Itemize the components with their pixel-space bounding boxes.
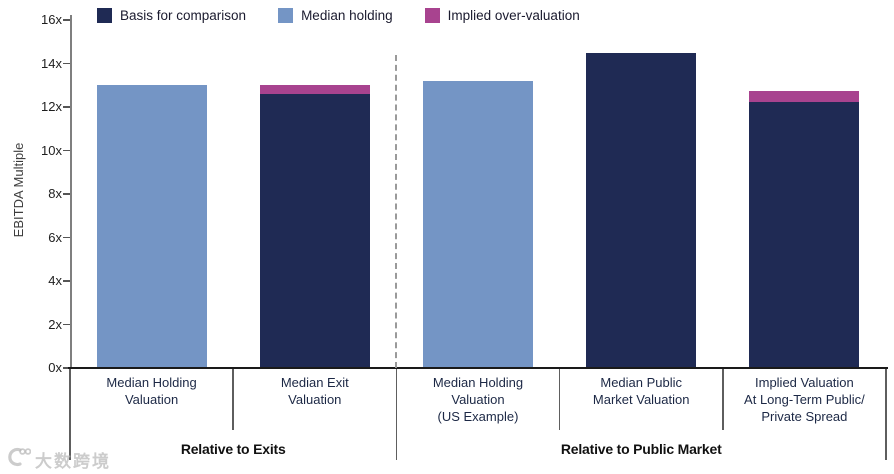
legend-label: Basis for comparison — [120, 8, 247, 23]
group-label-1: Relative to Public Market — [560, 441, 722, 457]
group-boundary-line — [885, 369, 887, 460]
group-label-0: Relative to Exits — [180, 441, 286, 457]
category-label-1: Median Exit Valuation — [233, 374, 396, 428]
group-boundary-line — [395, 369, 398, 460]
y-tick-label: 4x — [48, 273, 62, 288]
y-tick-label: 8x — [48, 186, 62, 201]
legend-swatch-icon — [424, 8, 440, 23]
bar-4-segment-implied-over-valuation — [749, 90, 860, 102]
category-label-3: Median Public Market Valuation — [560, 374, 723, 428]
legend-label: Median holding — [301, 8, 393, 23]
y-tick-label: 0x — [48, 360, 62, 375]
y-tick-label: 14x — [41, 55, 62, 71]
category-label-line: Valuation — [124, 392, 179, 408]
y-axis-title: EBITDA Multiple — [11, 142, 26, 238]
bar-1-segment-basis-for-comparison — [259, 93, 370, 368]
y-tick-mark — [63, 149, 70, 151]
y-tick-label: 16x — [41, 12, 62, 27]
y-tick-mark — [63, 367, 70, 369]
y-tick-label: 6x — [48, 229, 62, 245]
y-tick-mark — [63, 106, 70, 108]
group-divider-dashed-line — [395, 55, 398, 368]
y-tick-mark — [63, 323, 70, 325]
bar-0-segment-median-holding — [96, 85, 207, 368]
category-label-line: Median Public — [600, 375, 683, 390]
y-tick-mark — [63, 19, 70, 21]
legend-item-0: Basis for comparison — [97, 8, 246, 23]
y-tick-label: 12x — [41, 99, 62, 114]
category-label-line: Median Holding — [432, 375, 524, 390]
y-tick-mark — [63, 236, 70, 238]
category-separator-line — [558, 369, 561, 430]
y-tick-mark — [63, 280, 70, 282]
category-label-line: Valuation — [288, 392, 342, 408]
watermark: 大数跨境 — [4, 446, 111, 473]
chart-legend: Basis for comparison Median holding Implie… — [97, 8, 580, 23]
category-label-line: At Long-Term Public/ — [744, 392, 865, 408]
x-axis-line — [68, 367, 888, 369]
bar-1-segment-implied-over-valuation — [259, 85, 370, 94]
category-label-line: Implied Valuation — [755, 375, 854, 390]
watermark-text: 大数跨境 — [35, 452, 111, 471]
group-boundary-line — [69, 369, 71, 460]
legend-label: Implied over-valuation — [447, 8, 580, 23]
category-label-2: Median Holding Valuation (US Example) — [396, 374, 559, 428]
category-label-4: Implied Valuation At Long-Term Public/Pri… — [723, 374, 886, 428]
category-label-line: Valuation — [451, 392, 505, 408]
legend-swatch-icon — [278, 8, 294, 23]
category-label-line: Median Holding — [106, 375, 197, 390]
bar-2-segment-median-holding — [423, 80, 533, 368]
y-tick-mark — [63, 62, 70, 64]
y-tick-label: 10x — [41, 142, 62, 158]
legend-item-1: Median holding — [278, 8, 393, 23]
y-tick-label: 2x — [48, 316, 62, 332]
category-separator-line — [722, 369, 724, 430]
category-label-line: Median Exit — [280, 375, 349, 390]
y-tick-mark — [63, 193, 70, 195]
legend-swatch-icon — [97, 8, 112, 23]
y-axis-line — [70, 15, 72, 369]
category-separator-line — [232, 369, 234, 430]
category-label-line: (US Example) — [437, 409, 519, 425]
bar-4-segment-basis-for-comparison — [749, 101, 860, 368]
category-label-0: Median Holding Valuation — [70, 374, 233, 428]
watermark-logo-icon — [4, 446, 32, 473]
category-label-line: Market Valuation — [592, 392, 690, 408]
bar-3-segment-basis-for-comparison — [586, 52, 697, 368]
category-label-line: Private Spread — [761, 409, 848, 425]
legend-item-2: Implied over-valuation — [424, 8, 580, 23]
